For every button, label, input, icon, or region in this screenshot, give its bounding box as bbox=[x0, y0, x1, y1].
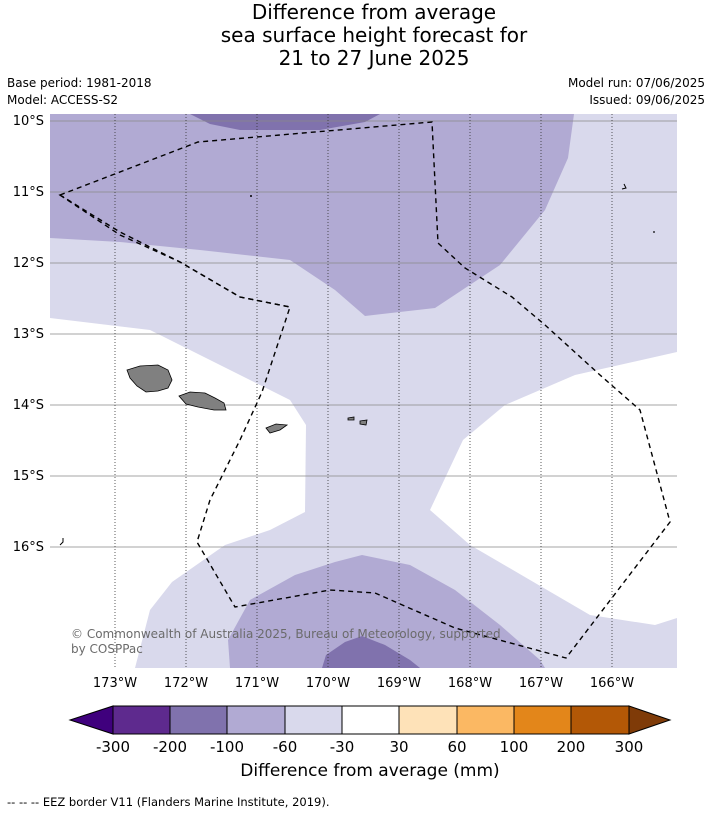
wallis-islet bbox=[59, 538, 64, 546]
colorbar-label: Difference from average (mm) bbox=[240, 761, 500, 781]
colorbar-segment-2 bbox=[169, 705, 228, 735]
colorbar-tick-4: -60 bbox=[273, 738, 298, 756]
colorbar-segment-5 bbox=[341, 705, 400, 735]
lon-label-171w: 171°W bbox=[235, 676, 279, 691]
lon-label-168w: 168°W bbox=[448, 676, 492, 691]
anomaly-near-average-east bbox=[430, 352, 677, 625]
colorbar-tick-3: -100 bbox=[210, 738, 244, 756]
colorbar-segment-1 bbox=[112, 705, 171, 735]
colorbar-tick-10: 300 bbox=[615, 738, 644, 756]
lat-label-11s: 11°S bbox=[13, 185, 44, 200]
lon-label-167w: 167°W bbox=[519, 676, 563, 691]
colorbar-segment-6 bbox=[398, 705, 458, 735]
colorbar-max-extension bbox=[628, 705, 672, 735]
tokelau-atoll bbox=[621, 183, 627, 190]
tutuila-island bbox=[265, 423, 289, 434]
title-line-1: Difference from average bbox=[251, 0, 497, 24]
swains-islet bbox=[250, 195, 252, 197]
anomaly-medium-south bbox=[228, 555, 545, 668]
base-period: Base period: 1981-2018 bbox=[7, 76, 152, 90]
colorbar-tick-9: 200 bbox=[557, 738, 586, 756]
islet-east bbox=[653, 231, 655, 233]
issued-date: Issued: 09/06/2025 bbox=[589, 93, 705, 107]
colorbar bbox=[68, 705, 672, 735]
colorbar-tick-1: -300 bbox=[96, 738, 130, 756]
colorbar-segment-8 bbox=[513, 705, 572, 735]
lat-label-13s: 13°S bbox=[13, 327, 44, 342]
colorbar-segment-9 bbox=[570, 705, 630, 735]
savaii-island bbox=[126, 364, 173, 393]
colorbar-segment-7 bbox=[456, 705, 515, 735]
eez-border-tokelau bbox=[58, 121, 671, 659]
colorbar-segment-3 bbox=[226, 705, 286, 735]
copyright-line-2: by COSPPac bbox=[71, 642, 143, 656]
eez-border-samoa bbox=[59, 194, 291, 308]
lat-label-14s: 14°S bbox=[13, 398, 44, 413]
anomaly-strong-north bbox=[190, 114, 380, 130]
lon-label-166w: 166°W bbox=[590, 676, 634, 691]
colorbar-segment-4 bbox=[284, 705, 343, 735]
lat-label-12s: 12°S bbox=[13, 256, 44, 271]
colorbar-tick-8: 100 bbox=[500, 738, 529, 756]
anomaly-near-average-west bbox=[50, 318, 306, 668]
manua-islands bbox=[347, 416, 368, 426]
lon-label-173w: 173°W bbox=[93, 676, 137, 691]
colorbar-tick-2: -200 bbox=[153, 738, 187, 756]
colorbar-tick-7: 60 bbox=[447, 738, 466, 756]
eez-legend: -- -- -- EEZ border V11 (Flanders Marine… bbox=[7, 795, 330, 809]
lat-label-10s: 10°S bbox=[13, 114, 44, 129]
longitude-gridlines bbox=[114, 114, 613, 668]
title-line-2: sea surface height forecast for bbox=[220, 23, 528, 47]
model-run: Model run: 07/06/2025 bbox=[567, 76, 705, 90]
lon-label-172w: 172°W bbox=[164, 676, 208, 691]
lat-label-16s: 16°S bbox=[13, 540, 44, 555]
upolu-island bbox=[178, 391, 227, 411]
model-name: Model: ACCESS-S2 bbox=[7, 93, 119, 107]
lon-label-169w: 169°W bbox=[377, 676, 421, 691]
map-field bbox=[50, 114, 677, 668]
copyright-line-1: © Commonwealth of Australia 2025, Bureau… bbox=[71, 627, 501, 641]
latitude-gridlines bbox=[50, 120, 677, 548]
colorbar-tick-5: -30 bbox=[330, 738, 355, 756]
anomaly-medium-north bbox=[50, 114, 574, 316]
anomaly-strong-south bbox=[322, 636, 420, 668]
colorbar-tick-6: 30 bbox=[389, 738, 408, 756]
colorbar-min-extension bbox=[68, 705, 114, 735]
lon-label-170w: 170°W bbox=[306, 676, 350, 691]
title-line-3: 21 to 27 June 2025 bbox=[278, 46, 470, 70]
lat-label-15s: 15°S bbox=[13, 469, 44, 484]
